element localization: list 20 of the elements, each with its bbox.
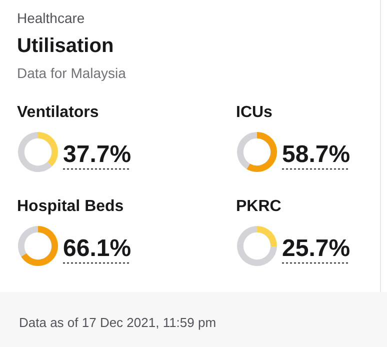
data-label: 58.7% (282, 141, 350, 168)
donut-slice (237, 226, 277, 266)
data-label: 25.7% (282, 235, 350, 262)
text: Healthcare (17, 10, 85, 26)
donut-slice (38, 132, 58, 166)
text: Utilisation (17, 35, 114, 57)
donut-slice (18, 132, 52, 172)
donut-slice (246, 132, 277, 172)
text: Data as of 17 Dec 2021, 11:59 pm (19, 315, 216, 330)
chart-title: Hospital Beds (17, 198, 124, 215)
data-label: 66.1% (63, 235, 132, 262)
donut-slice (237, 132, 257, 170)
data-label: 37.7% (63, 141, 132, 168)
donut-slice (18, 226, 38, 257)
text: Data for Malaysia (17, 65, 126, 81)
chart-title: Ventilators (17, 104, 99, 121)
donut-slice (21, 226, 58, 266)
donut-slice (257, 226, 277, 247)
chart-title: PKRC (236, 198, 282, 215)
chart-title: ICUs (236, 104, 273, 121)
